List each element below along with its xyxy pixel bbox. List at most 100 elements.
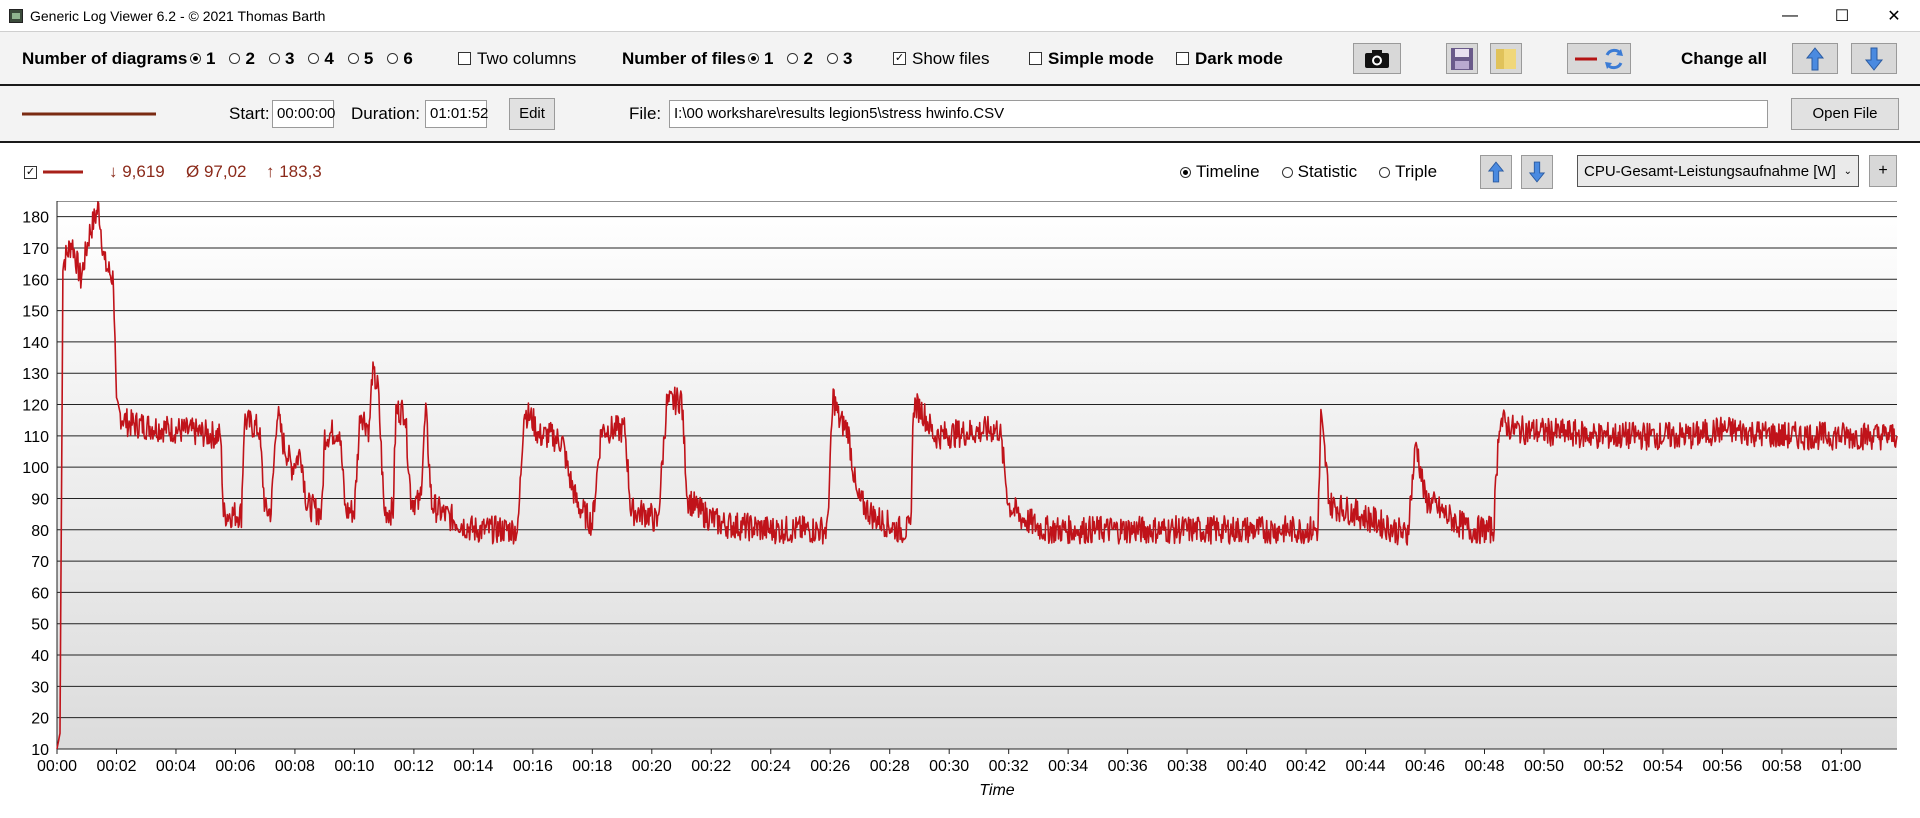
diagram-count-option-label: 4 bbox=[324, 48, 334, 68]
file-row: Start: 00:00:00 Duration: 01:01:52 Edit … bbox=[0, 86, 1920, 143]
y-tick-label: 80 bbox=[31, 523, 49, 540]
title-bar: Generic Log Viewer 6.2 - © 2021 Thomas B… bbox=[0, 0, 1920, 31]
move-all-up-button[interactable] bbox=[1792, 43, 1838, 74]
y-tick-label: 90 bbox=[31, 491, 49, 508]
file-count-option-3[interactable]: 3 bbox=[826, 49, 852, 69]
show-files-checkbox[interactable]: ✓ Show files bbox=[893, 32, 989, 85]
view-mode-option-statistic[interactable]: Statistic bbox=[1281, 162, 1358, 182]
file-count-option-1[interactable]: 1 bbox=[748, 49, 773, 69]
x-tick-label: 00:42 bbox=[1286, 758, 1326, 775]
sensor-select[interactable]: CPU-Gesamt-Leistungsaufnahme [W] ⌄ bbox=[1577, 155, 1859, 187]
series-move-up-button[interactable] bbox=[1480, 155, 1512, 189]
x-tick-label: 00:36 bbox=[1108, 758, 1148, 775]
change-all-label: Change all bbox=[1681, 48, 1767, 68]
radio-icon bbox=[347, 53, 359, 64]
view-mode-radio-group: Timeline Statistic Triple bbox=[1180, 143, 1459, 201]
series-move-down-button[interactable] bbox=[1521, 155, 1553, 189]
y-tick-label: 10 bbox=[31, 742, 49, 759]
close-button[interactable]: ✕ bbox=[1887, 7, 1901, 25]
series-line-sample-icon bbox=[43, 170, 83, 174]
swap-line-color-button[interactable] bbox=[1567, 43, 1631, 74]
dark-mode-label: Dark mode bbox=[1195, 48, 1283, 68]
duration-input[interactable]: 01:01:52 bbox=[425, 99, 488, 128]
x-tick-label: 00:06 bbox=[215, 758, 255, 775]
x-tick-label: 00:18 bbox=[572, 758, 612, 775]
x-tick-label: 00:50 bbox=[1524, 758, 1564, 775]
x-tick-label: 00:34 bbox=[1048, 758, 1088, 775]
sensor-select-value: CPU-Gesamt-Leistungsaufnahme [W] bbox=[1584, 162, 1836, 180]
y-tick-label: 30 bbox=[31, 679, 49, 696]
open-folder-button[interactable] bbox=[1490, 43, 1522, 74]
start-label: Start: bbox=[229, 103, 270, 123]
simple-mode-check-icon bbox=[1029, 52, 1042, 65]
file-line-color-sample[interactable] bbox=[22, 86, 156, 141]
diagram-count-option-label: 2 bbox=[245, 48, 255, 68]
radio-icon bbox=[387, 53, 399, 64]
move-all-down-button[interactable] bbox=[1851, 43, 1897, 74]
file-count-option-label: 1 bbox=[764, 48, 774, 68]
y-tick-label: 150 bbox=[22, 304, 49, 321]
color-swap-icon bbox=[1575, 48, 1623, 69]
radio-icon bbox=[748, 53, 759, 64]
file-count-option-2[interactable]: 2 bbox=[787, 49, 813, 69]
diagram-count-option-2[interactable]: 2 bbox=[229, 48, 255, 69]
y-tick-label: 130 bbox=[22, 366, 49, 383]
start-input[interactable]: 00:00:00 bbox=[272, 99, 335, 128]
x-tick-label: 00:00 bbox=[37, 758, 77, 775]
save-button[interactable] bbox=[1446, 43, 1478, 74]
dark-mode-checkbox[interactable]: Dark mode bbox=[1176, 32, 1283, 85]
diagram-count-option-1[interactable]: 1 bbox=[190, 49, 215, 69]
series-visible-checkbox[interactable]: ✓ bbox=[24, 143, 83, 201]
x-tick-label: 01:00 bbox=[1821, 758, 1861, 775]
simple-mode-checkbox[interactable]: Simple mode bbox=[1029, 32, 1154, 85]
diagram-count-option-label: 6 bbox=[403, 48, 413, 68]
two-columns-checkbox[interactable]: Two columns bbox=[458, 32, 576, 85]
arrow-down-icon bbox=[1528, 161, 1546, 183]
y-tick-label: 100 bbox=[22, 460, 49, 477]
duration-label: Duration: bbox=[351, 103, 420, 123]
diagram-count-option-5[interactable]: 5 bbox=[347, 49, 373, 69]
y-tick-label: 50 bbox=[31, 617, 49, 634]
screenshot-button[interactable] bbox=[1353, 43, 1401, 74]
series-avg-value: Ø 97,02 bbox=[186, 162, 247, 181]
diagram-count-option-3[interactable]: 3 bbox=[268, 48, 295, 69]
x-axis-title: Time bbox=[979, 782, 1015, 799]
diagram-count-option-6[interactable]: 6 bbox=[387, 48, 413, 69]
maximize-button[interactable]: ☐ bbox=[1834, 7, 1850, 25]
y-tick-label: 70 bbox=[31, 554, 49, 571]
x-tick-label: 00:56 bbox=[1702, 758, 1742, 775]
line-sample-icon bbox=[22, 112, 156, 115]
number-of-files-label: Number of files bbox=[622, 48, 746, 68]
dark-mode-check-icon bbox=[1176, 52, 1189, 65]
floppy-disk-icon bbox=[1451, 47, 1473, 70]
y-tick-label: 60 bbox=[31, 585, 49, 602]
chevron-down-icon: ⌄ bbox=[1843, 165, 1852, 177]
y-tick-label: 40 bbox=[31, 648, 49, 665]
edit-button[interactable]: Edit bbox=[509, 97, 555, 130]
simple-mode-label: Simple mode bbox=[1048, 48, 1154, 68]
y-tick-label: 120 bbox=[22, 398, 49, 415]
diagram-count-option-4[interactable]: 4 bbox=[308, 48, 334, 69]
x-tick-label: 00:44 bbox=[1346, 758, 1386, 775]
view-mode-option-timeline[interactable]: Timeline bbox=[1180, 162, 1260, 182]
open-file-button[interactable]: Open File bbox=[1791, 97, 1899, 130]
x-tick-label: 00:38 bbox=[1167, 758, 1207, 775]
diagram-count-radio-group: 1 2 3 4 5 6 bbox=[190, 32, 427, 85]
window-title: Generic Log Viewer 6.2 - © 2021 Thomas B… bbox=[30, 7, 326, 24]
diagram-count-option-label: 3 bbox=[284, 48, 295, 68]
series-visible-check-icon: ✓ bbox=[24, 165, 37, 179]
x-tick-label: 00:10 bbox=[334, 758, 374, 775]
radio-icon bbox=[190, 53, 201, 64]
diagram-count-option-label: 1 bbox=[206, 48, 216, 68]
series-row: ✓ ↓ 9,619 Ø 97,02 ↑ 183,3 Timeline Statis… bbox=[0, 143, 1920, 201]
minimize-button[interactable]: — bbox=[1782, 6, 1798, 24]
view-mode-option-triple[interactable]: Triple bbox=[1379, 162, 1437, 182]
file-path-input[interactable]: I:\00 workshare\results legion5\stress h… bbox=[669, 99, 1768, 128]
y-tick-label: 170 bbox=[22, 241, 49, 258]
view-mode-option-label: Statistic bbox=[1297, 162, 1358, 181]
x-tick-label: 00:26 bbox=[810, 758, 850, 775]
add-series-button[interactable]: + bbox=[1869, 155, 1897, 187]
number-of-diagrams-label: Number of diagrams bbox=[22, 48, 188, 68]
radio-icon bbox=[1281, 166, 1293, 178]
radio-icon bbox=[308, 53, 320, 64]
